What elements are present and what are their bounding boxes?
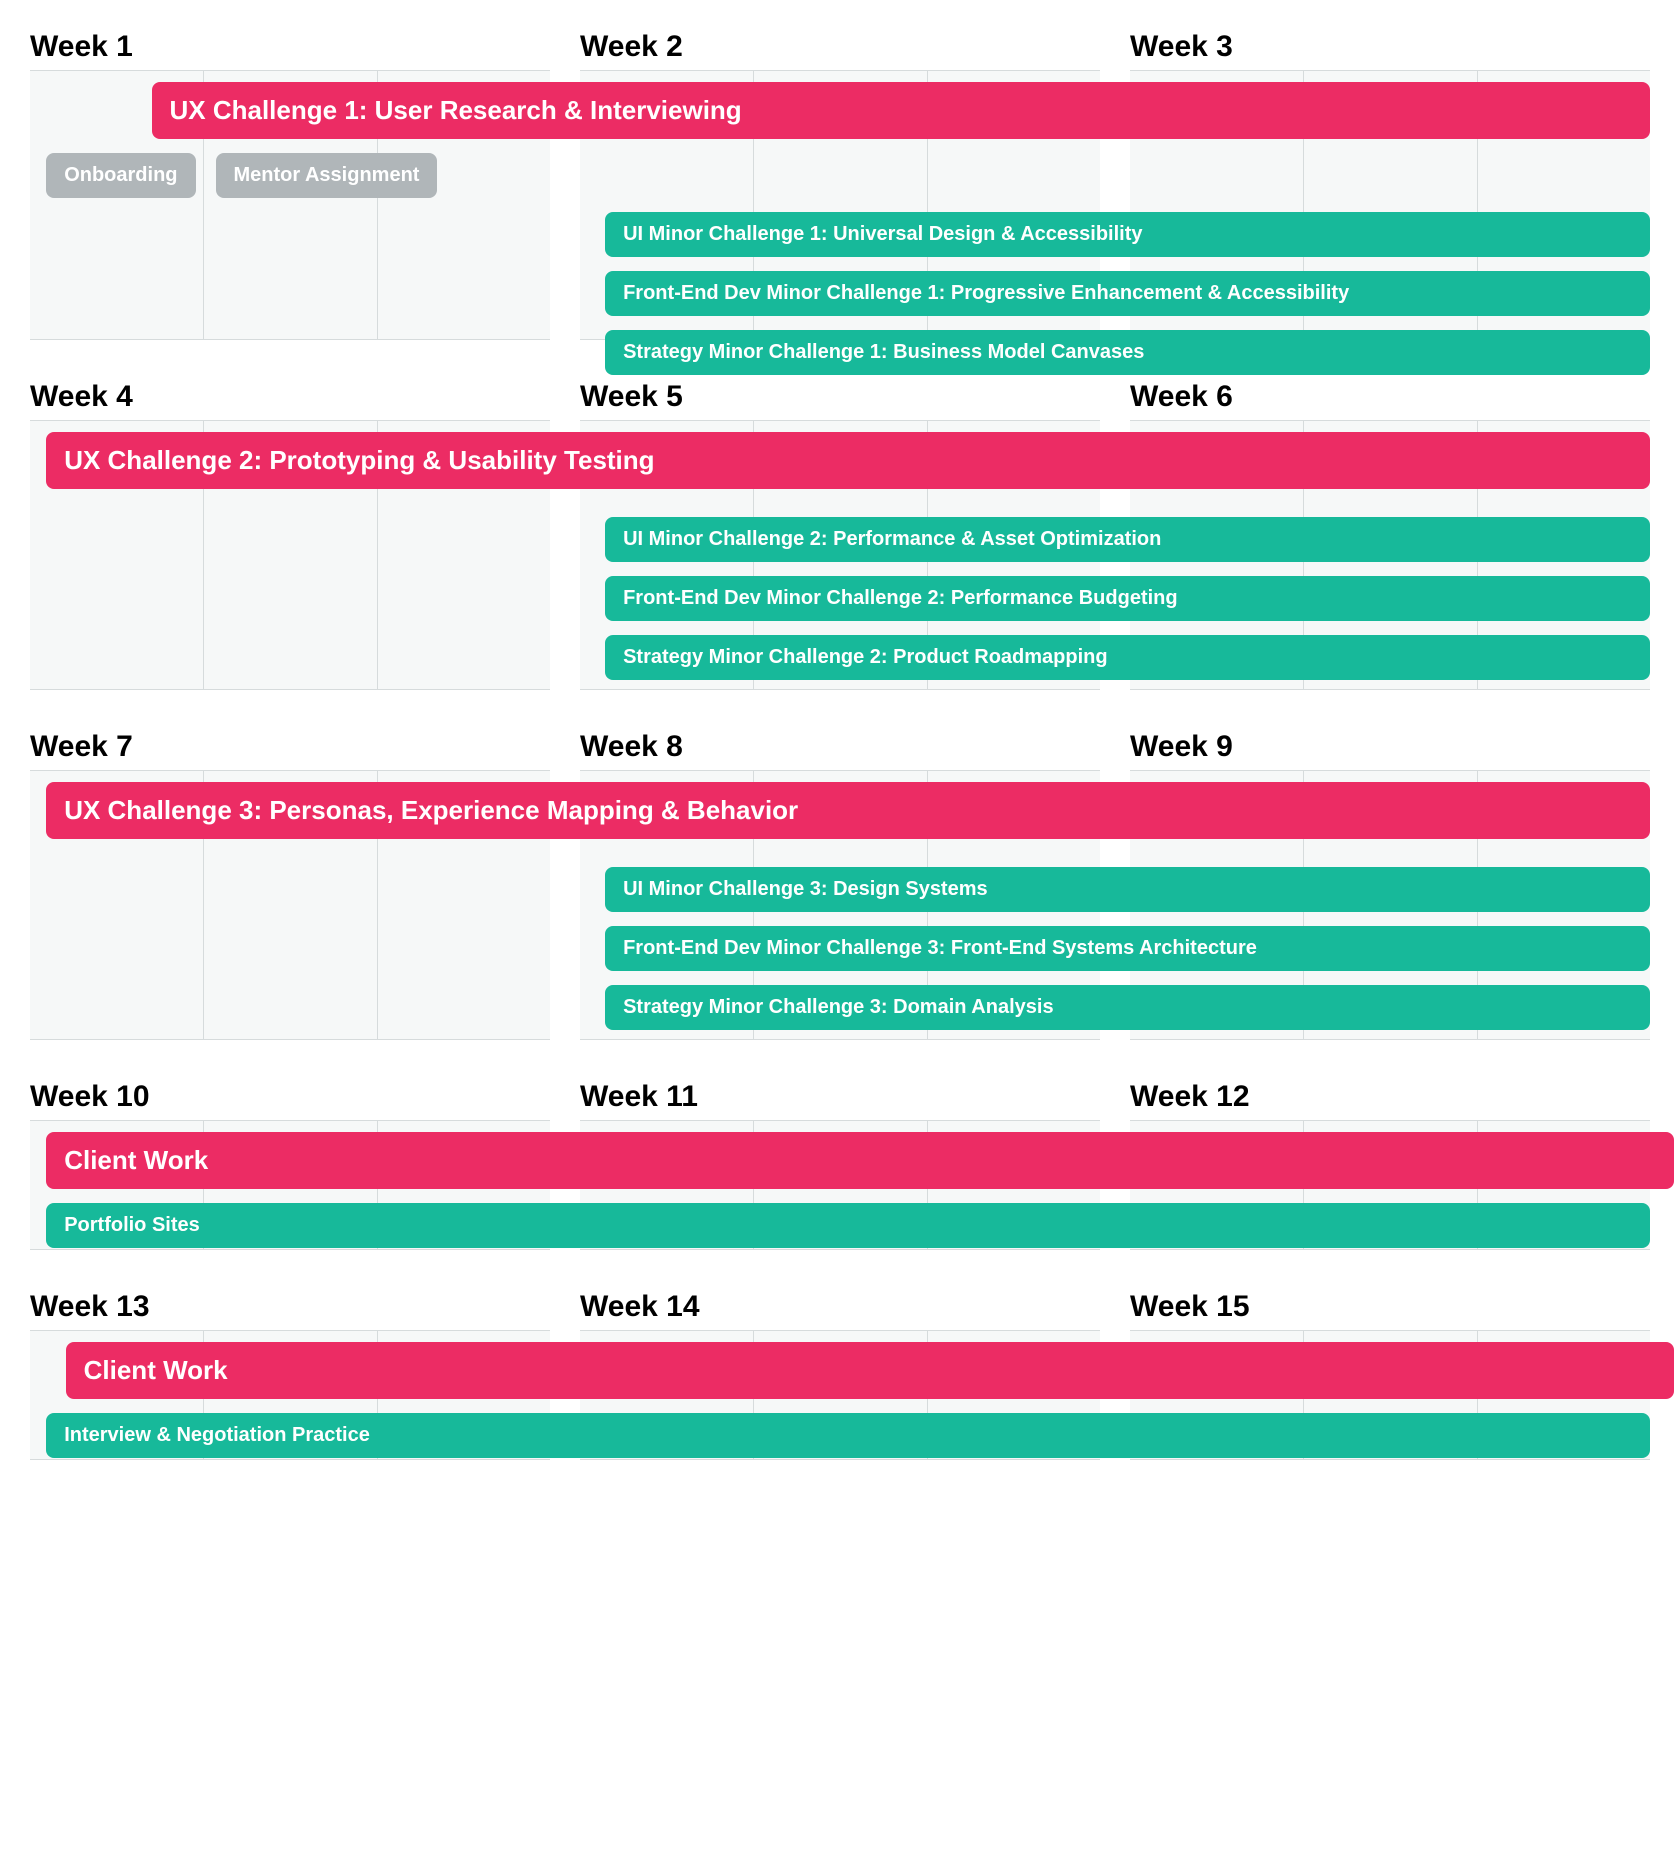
week-header: Week 2 — [580, 30, 1100, 64]
schedule-row: Week 13 Week 14 Week 15 Client WorkIntervie… — [30, 1290, 1650, 1460]
week-header: Week 5 — [580, 380, 1100, 414]
schedule-row: Week 4 Week 5 Week 6 UX Challenge 2: Protot… — [30, 380, 1650, 690]
schedule-bar: UI Minor Challenge 3: Design Systems — [605, 867, 1650, 912]
bars-overlay: Client WorkPortfolio Sites — [30, 1120, 1650, 1250]
schedule-bar: UI Minor Challenge 1: Universal Design &… — [605, 212, 1650, 257]
bar-group: Onboarding Mentor Assignment — [46, 153, 1650, 198]
bars-overlay: UX Challenge 2: Prototyping & Usability … — [30, 420, 1650, 690]
week-header: Week 8 — [580, 730, 1100, 764]
week-header: Week 9 — [1130, 730, 1650, 764]
week-header: Week 7 — [30, 730, 550, 764]
week-body: UX Challenge 2: Prototyping & Usability … — [30, 420, 1650, 690]
week-header: Week 15 — [1130, 1290, 1650, 1324]
week-header: Week 1 — [30, 30, 550, 64]
schedule-bar: UX Challenge 3: Personas, Experience Map… — [46, 782, 1650, 839]
schedule-row: Week 1 Week 2 Week 3 UX Challenge 1: User R… — [30, 30, 1650, 340]
schedule-bar: Interview & Negotiation Practice — [46, 1413, 1650, 1458]
schedule-bar: Front-End Dev Minor Challenge 3: Front-E… — [605, 926, 1650, 971]
schedule-bar: Portfolio Sites — [46, 1203, 1650, 1248]
course-schedule: Week 1 Week 2 Week 3 UX Challenge 1: User R… — [30, 30, 1650, 1460]
schedule-row: Week 10 Week 11 Week 12 Client WorkPortfoli… — [30, 1080, 1650, 1250]
schedule-bar: Client Work — [66, 1342, 1675, 1399]
schedule-bar: UX Challenge 1: User Research & Intervie… — [152, 82, 1651, 139]
schedule-bar: Front-End Dev Minor Challenge 2: Perform… — [605, 576, 1650, 621]
week-header: Week 14 — [580, 1290, 1100, 1324]
bars-overlay: UX Challenge 3: Personas, Experience Map… — [30, 770, 1650, 1040]
bars-overlay: UX Challenge 1: User Research & Intervie… — [30, 70, 1650, 340]
schedule-bar: Mentor Assignment — [216, 153, 438, 198]
week-body: Client WorkInterview & Negotiation Pract… — [30, 1330, 1650, 1460]
schedule-bar: UX Challenge 2: Prototyping & Usability … — [46, 432, 1650, 489]
bars-overlay: Client WorkInterview & Negotiation Pract… — [30, 1330, 1650, 1460]
schedule-bar: Strategy Minor Challenge 3: Domain Analy… — [605, 985, 1650, 1030]
week-body: UX Challenge 1: User Research & Intervie… — [30, 70, 1650, 340]
week-header: Week 6 — [1130, 380, 1650, 414]
week-header: Week 13 — [30, 1290, 550, 1324]
week-body: UX Challenge 3: Personas, Experience Map… — [30, 770, 1650, 1040]
schedule-bar: UI Minor Challenge 2: Performance & Asse… — [605, 517, 1650, 562]
schedule-bar: Front-End Dev Minor Challenge 1: Progres… — [605, 271, 1650, 316]
schedule-row: Week 7 Week 8 Week 9 UX Challenge 3: Person… — [30, 730, 1650, 1040]
schedule-bar: Strategy Minor Challenge 1: Business Mod… — [605, 330, 1650, 375]
week-body: Client WorkPortfolio Sites — [30, 1120, 1650, 1250]
week-header: Week 3 — [1130, 30, 1650, 64]
week-header: Week 4 — [30, 380, 550, 414]
schedule-bar: Strategy Minor Challenge 2: Product Road… — [605, 635, 1650, 680]
week-header: Week 11 — [580, 1080, 1100, 1114]
schedule-bar: Client Work — [46, 1132, 1674, 1189]
schedule-bar: Onboarding — [46, 153, 195, 198]
week-header: Week 10 — [30, 1080, 550, 1114]
week-header: Week 12 — [1130, 1080, 1650, 1114]
